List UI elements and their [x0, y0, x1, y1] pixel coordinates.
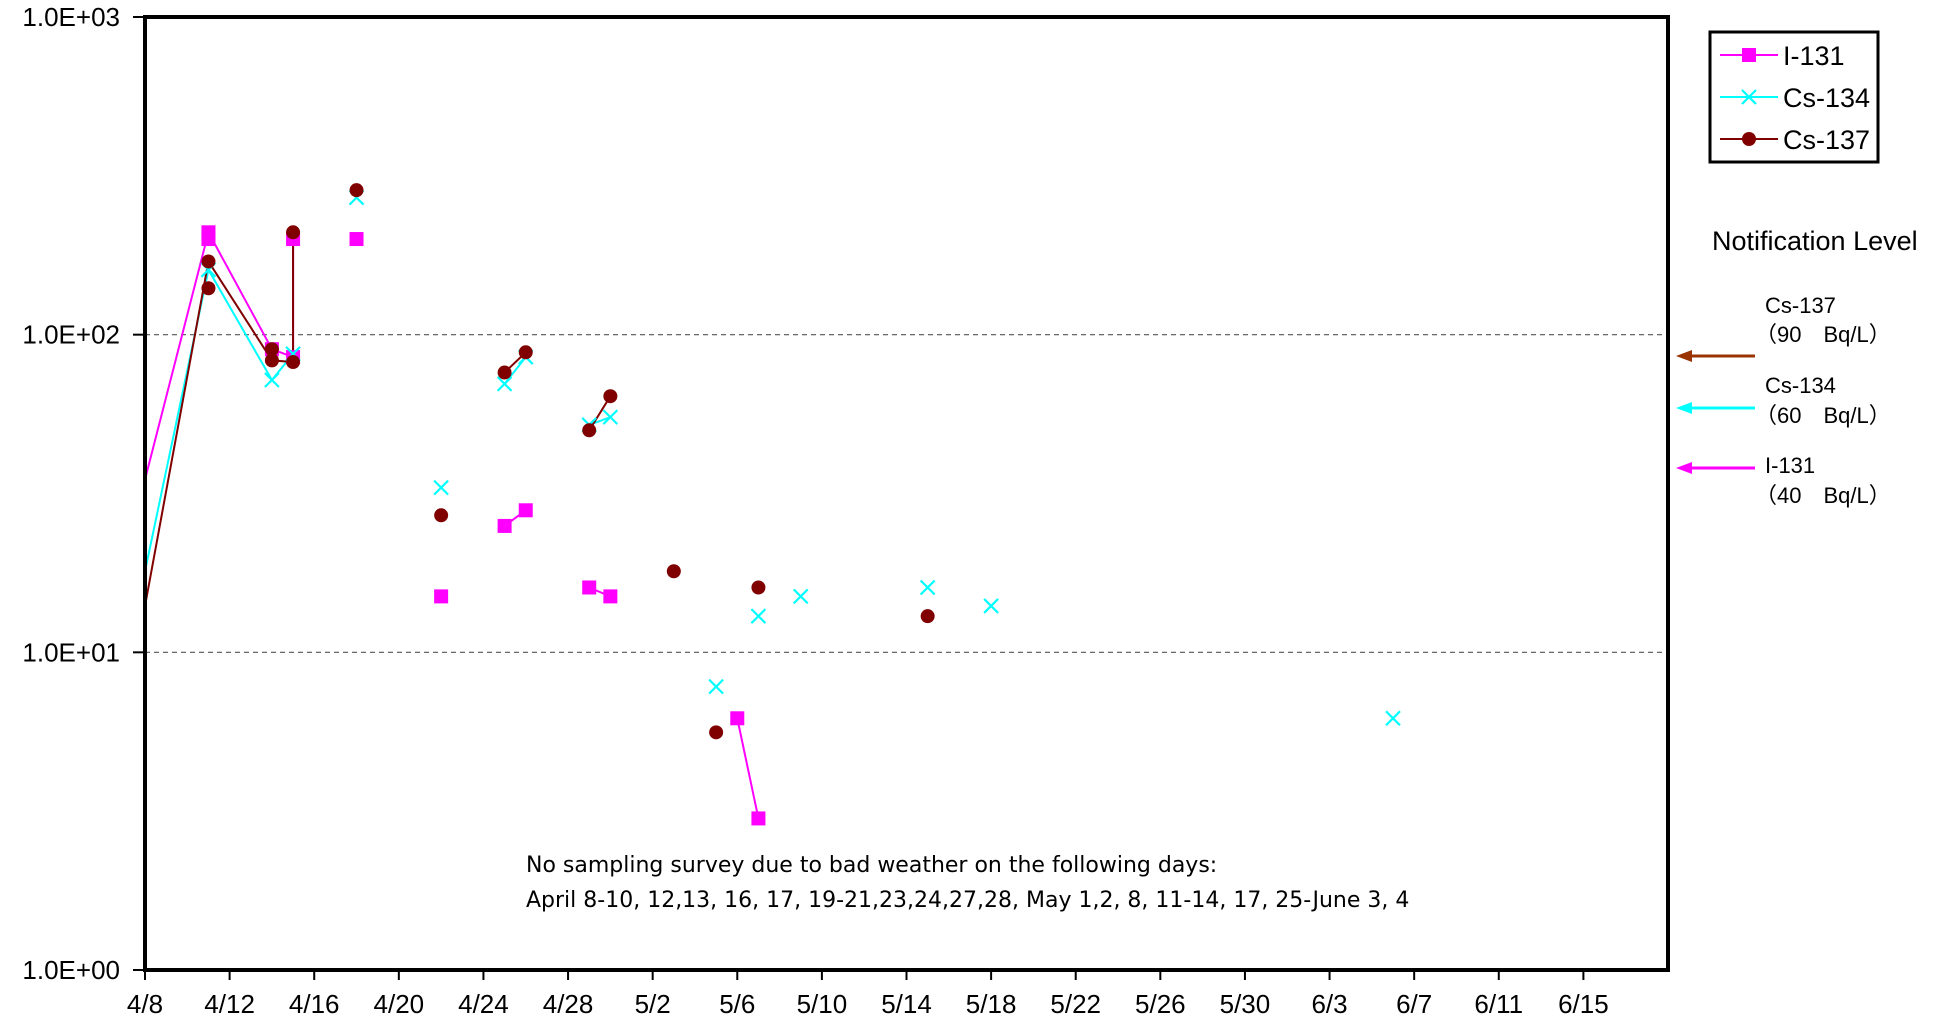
notif-nuclide-i131: I-131 — [1765, 453, 1815, 478]
notif-value-cs137: （90 Bq/L） — [1755, 322, 1891, 347]
x-tick-label: 5/10 — [797, 989, 848, 1019]
point-cs137 — [603, 389, 618, 404]
point-cs134 — [708, 678, 724, 695]
point-cs137 — [264, 353, 279, 368]
x-tick-label: 6/3 — [1311, 989, 1347, 1019]
point-cs134 — [496, 376, 513, 392]
y-tick-label: 1.0E+01 — [22, 637, 120, 667]
point-cs137 — [582, 423, 597, 438]
point-cs137 — [920, 609, 935, 624]
point-cs134-stroke — [264, 372, 280, 388]
point-i131 — [730, 711, 745, 726]
legend: I-131 Cs-134 Cs-137 — [1708, 30, 1880, 164]
notif-value-i131: （40 Bq/L） — [1755, 483, 1891, 508]
point-cs134 — [750, 608, 767, 624]
point-cs137 — [666, 564, 681, 579]
y-tick-label: 1.0E+03 — [22, 2, 120, 32]
legend-label-i131: I-131 — [1783, 41, 1845, 71]
legend-marker-cs137 — [1742, 132, 1756, 146]
x-tick-label: 4/8 — [127, 989, 163, 1019]
point-cs137 — [709, 725, 724, 740]
x-tick-label: 4/20 — [374, 989, 425, 1019]
annotation: No sampling survey due to bad weather on… — [526, 853, 1409, 913]
point-cs137 — [201, 254, 216, 269]
point-cs134 — [264, 372, 280, 388]
legend-marker-cs134-stroke — [1741, 89, 1757, 105]
series-line-i131 — [736, 718, 760, 819]
point-cs134-stroke — [496, 376, 513, 392]
notification-level: Notification Level Cs-137 （90 Bq/L） Cs-134… — [1676, 226, 1918, 508]
annotation-line-1: No sampling survey due to bad weather on… — [526, 853, 1217, 878]
point-cs134-stroke — [433, 479, 449, 496]
series-line-cs134 — [144, 267, 294, 572]
notif-arrowhead-i131 — [1676, 462, 1692, 474]
axes: 1.0E+00 1.0E+01 1.0E+02 1.0E+03 4/8 4/12 4/16 4… — [22, 2, 1608, 1019]
point-cs137 — [434, 508, 449, 523]
legend-marker-i131 — [1742, 48, 1756, 62]
notification-title: Notification Level — [1712, 226, 1918, 256]
x-tick-label: 5/2 — [635, 989, 671, 1019]
x-tick-label: 5/26 — [1135, 989, 1186, 1019]
y-tick-label: 1.0E+02 — [22, 320, 120, 350]
point-cs134 — [983, 598, 999, 614]
point-cs137 — [286, 225, 301, 240]
point-i131 — [518, 503, 533, 518]
x-tick-label: 5/18 — [966, 989, 1017, 1019]
point-cs134-stroke — [602, 409, 619, 425]
x-tick-label: 6/7 — [1396, 989, 1432, 1019]
notif-nuclide-cs137: Cs-137 — [1765, 293, 1836, 318]
x-tick-label: 4/24 — [458, 989, 509, 1019]
point-i131 — [349, 232, 364, 247]
x-tick-label: 5/30 — [1220, 989, 1271, 1019]
notif-arrowhead-cs137 — [1676, 350, 1692, 362]
series-layer — [144, 183, 1401, 826]
point-cs137 — [497, 365, 512, 380]
point-cs134-stroke — [1385, 710, 1401, 727]
point-i131 — [582, 580, 597, 595]
point-cs134 — [602, 409, 619, 425]
point-cs134-stroke — [919, 579, 936, 596]
point-cs134-stroke — [983, 598, 999, 614]
point-cs137 — [349, 183, 364, 198]
point-cs134 — [919, 579, 936, 596]
y-tick-label: 1.0E+00 — [22, 955, 120, 985]
legend-label-cs134: Cs-134 — [1783, 83, 1870, 113]
point-cs137 — [286, 355, 301, 370]
notif-nuclide-cs134: Cs-134 — [1765, 373, 1836, 398]
point-i131 — [751, 811, 766, 826]
point-cs137 — [518, 345, 533, 360]
x-tick-label: 6/15 — [1558, 989, 1609, 1019]
x-tick-label: 4/12 — [204, 989, 255, 1019]
gridlines — [145, 334, 1668, 653]
point-i131 — [497, 518, 512, 533]
annotation-line-2: April 8-10, 12,13, 16, 17, 19-21,23,24,2… — [526, 888, 1409, 913]
x-tick-label: 4/28 — [543, 989, 594, 1019]
notif-value-cs134: （60 Bq/L） — [1755, 403, 1891, 428]
point-cs134 — [433, 479, 449, 496]
plot-frame — [143, 15, 1670, 972]
point-cs134-stroke — [792, 588, 809, 605]
x-tick-label: 6/11 — [1474, 989, 1523, 1019]
x-tick-label: 5/14 — [881, 989, 932, 1019]
notif-arrowhead-cs134 — [1676, 402, 1692, 414]
legend-label-cs137: Cs-137 — [1783, 125, 1870, 155]
point-cs137 — [751, 580, 766, 595]
point-cs137 — [264, 342, 279, 357]
x-tick-label: 4/16 — [289, 989, 340, 1019]
point-i131 — [434, 589, 449, 604]
point-cs134-stroke — [708, 678, 724, 695]
legend-marker-cs134 — [1741, 89, 1757, 105]
x-tick-label: 5/22 — [1050, 989, 1101, 1019]
point-cs134 — [792, 588, 809, 605]
point-i131 — [201, 232, 216, 247]
x-tick-label: 5/6 — [719, 989, 755, 1019]
point-cs134 — [1385, 710, 1401, 727]
point-i131 — [603, 589, 618, 604]
point-cs134-stroke — [750, 608, 767, 624]
point-cs137 — [201, 281, 216, 296]
